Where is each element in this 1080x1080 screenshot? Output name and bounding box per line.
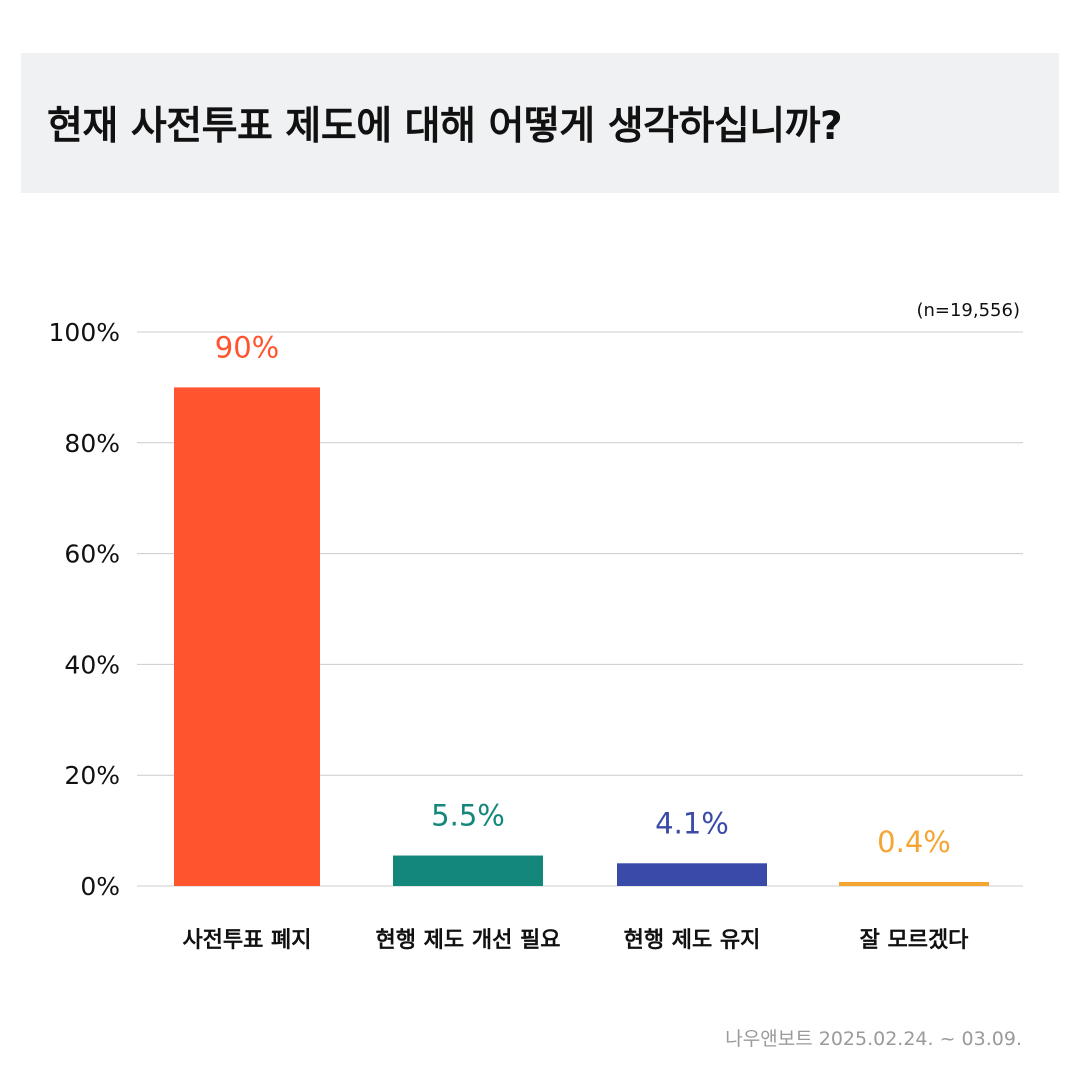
sample-size-label: (n=19,556): [916, 300, 1020, 321]
y-tick-label: 80%: [64, 429, 120, 458]
y-tick-label: 40%: [64, 650, 120, 679]
bar: [393, 855, 543, 886]
title-banner: 현재 사전투표 제도에 대해 어떻게 생각하십니까?: [21, 53, 1059, 193]
x-tick-label: 사전투표 폐지: [182, 928, 311, 953]
data-label: 5.5%: [431, 799, 505, 833]
x-tick-label: 현행 제도 유지: [624, 928, 761, 953]
bar: [174, 387, 320, 886]
bar: [839, 882, 989, 886]
chart-title: 현재 사전투표 제도에 대해 어떻게 생각하십니까?: [47, 104, 843, 149]
y-tick-label: 20%: [64, 761, 120, 790]
data-label: 0.4%: [877, 825, 951, 859]
y-tick-label: 100%: [49, 318, 120, 347]
bar: [617, 863, 767, 886]
source-caption: 나우앤보트 2025.02.24. ~ 03.09.: [725, 1028, 1022, 1050]
y-tick-label: 60%: [64, 540, 120, 569]
x-tick-label: 현행 제도 개선 필요: [376, 928, 561, 953]
data-label: 90%: [215, 330, 279, 364]
y-tick-label: 0%: [80, 872, 120, 901]
x-tick-label: 잘 모르겠다: [860, 928, 970, 953]
data-label: 4.1%: [655, 806, 729, 840]
